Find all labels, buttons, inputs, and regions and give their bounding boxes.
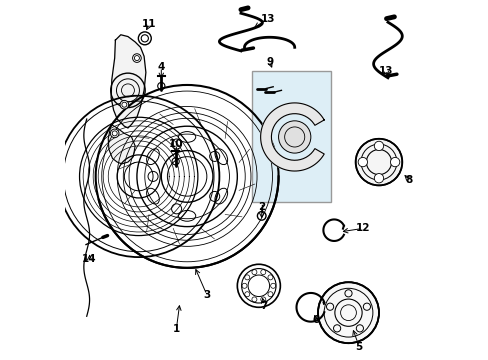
Text: 4: 4 bbox=[157, 62, 164, 72]
Text: 10: 10 bbox=[169, 139, 183, 149]
Polygon shape bbox=[111, 35, 145, 128]
Polygon shape bbox=[260, 103, 324, 171]
Text: 13: 13 bbox=[260, 14, 274, 24]
Text: 12: 12 bbox=[355, 224, 369, 233]
Text: 14: 14 bbox=[82, 254, 97, 264]
Text: 1: 1 bbox=[172, 324, 180, 334]
Circle shape bbox=[132, 54, 141, 62]
Circle shape bbox=[278, 121, 310, 153]
Circle shape bbox=[138, 32, 151, 45]
Text: 2: 2 bbox=[258, 202, 265, 212]
Text: 3: 3 bbox=[203, 290, 210, 300]
Text: 8: 8 bbox=[405, 175, 412, 185]
Text: 9: 9 bbox=[265, 57, 273, 67]
Text: 7: 7 bbox=[260, 301, 267, 311]
Polygon shape bbox=[108, 125, 135, 164]
Circle shape bbox=[389, 157, 399, 167]
Text: 13: 13 bbox=[378, 66, 393, 76]
Circle shape bbox=[355, 139, 402, 185]
Bar bbox=[251, 71, 330, 202]
Circle shape bbox=[317, 282, 378, 343]
Circle shape bbox=[110, 129, 119, 138]
Circle shape bbox=[357, 157, 367, 167]
Text: 6: 6 bbox=[312, 315, 319, 325]
Circle shape bbox=[120, 100, 128, 109]
Text: 5: 5 bbox=[355, 342, 362, 352]
Text: 11: 11 bbox=[142, 19, 156, 29]
Circle shape bbox=[373, 141, 383, 150]
Circle shape bbox=[373, 174, 383, 183]
